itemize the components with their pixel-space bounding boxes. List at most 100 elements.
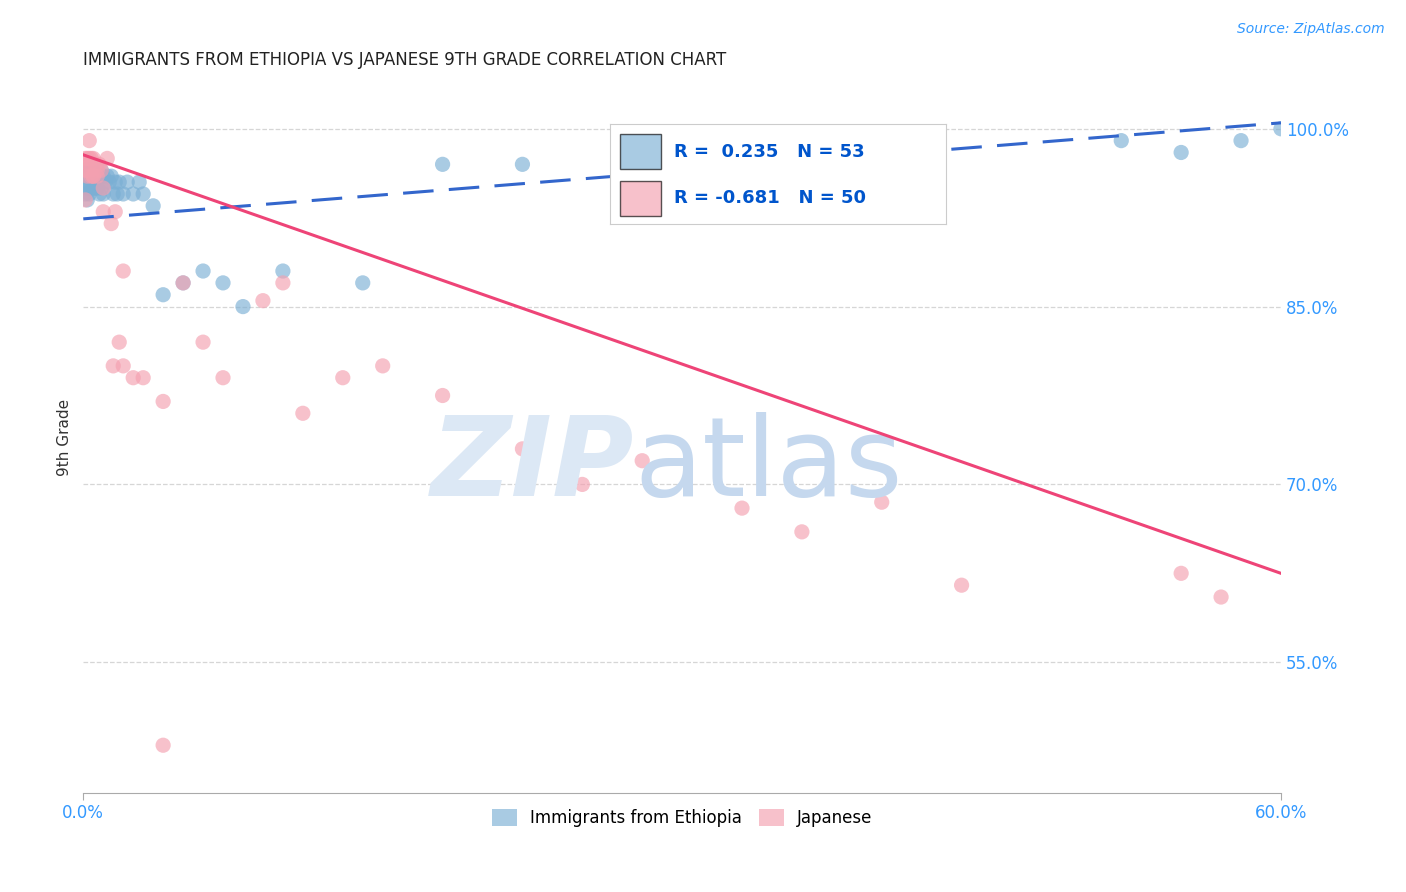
Point	[104, 175, 127, 189]
Point	[91, 204, 114, 219]
Point	[77, 163, 100, 178]
Point	[103, 359, 125, 373]
Point	[191, 264, 214, 278]
Text: IMMIGRANTS FROM ETHIOPIA VS JAPANESE 9TH GRADE CORRELATION CHART: IMMIGRANTS FROM ETHIOPIA VS JAPANESE 9TH…	[83, 51, 727, 69]
Point	[432, 157, 454, 171]
Point	[122, 186, 145, 201]
Point	[98, 175, 121, 189]
Point	[91, 181, 114, 195]
Legend: Immigrants from Ethiopia, Japanese: Immigrants from Ethiopia, Japanese	[485, 803, 879, 834]
Point	[75, 186, 97, 201]
Point	[512, 157, 534, 171]
Point	[252, 293, 274, 308]
Point	[82, 169, 104, 184]
Point	[96, 152, 118, 166]
Point	[132, 186, 155, 201]
Point	[105, 186, 128, 201]
Point	[89, 157, 111, 171]
Point	[84, 157, 107, 171]
Point	[332, 370, 354, 384]
Point	[86, 169, 108, 184]
Point	[94, 175, 117, 189]
Point	[77, 175, 100, 189]
Point	[82, 163, 104, 178]
Point	[80, 152, 103, 166]
Point	[432, 388, 454, 402]
Point	[152, 738, 174, 752]
Point	[75, 152, 97, 166]
Point	[80, 169, 103, 184]
Point	[1170, 566, 1192, 581]
Point	[371, 359, 394, 373]
Point	[82, 169, 104, 184]
Point	[1209, 590, 1232, 604]
Point	[91, 169, 114, 184]
Point	[86, 163, 108, 178]
Point	[75, 193, 97, 207]
Point	[100, 217, 122, 231]
Point	[1230, 134, 1253, 148]
Point	[172, 276, 194, 290]
Point	[75, 163, 97, 178]
Point	[212, 276, 235, 290]
Point	[152, 287, 174, 301]
Point	[112, 359, 135, 373]
Point	[108, 175, 131, 189]
Y-axis label: 9th Grade: 9th Grade	[58, 399, 72, 475]
Point	[75, 163, 97, 178]
Point	[631, 145, 654, 160]
Text: Source: ZipAtlas.com: Source: ZipAtlas.com	[1237, 22, 1385, 37]
Point	[152, 394, 174, 409]
Point	[89, 186, 111, 201]
Point	[90, 181, 112, 195]
Point	[77, 157, 100, 171]
Point	[84, 181, 107, 195]
Point	[1270, 121, 1292, 136]
Point	[911, 145, 934, 160]
Point	[76, 181, 98, 195]
Point	[76, 193, 98, 207]
Point	[90, 163, 112, 178]
Point	[89, 169, 111, 184]
Text: atlas: atlas	[634, 412, 903, 519]
Point	[108, 335, 131, 350]
Point	[76, 163, 98, 178]
Point	[112, 264, 135, 278]
Point	[96, 169, 118, 184]
Point	[571, 477, 593, 491]
Point	[90, 163, 112, 178]
Point	[77, 134, 100, 148]
Point	[82, 181, 104, 195]
Point	[75, 175, 97, 189]
Point	[76, 169, 98, 184]
Point	[271, 276, 294, 290]
Point	[86, 163, 108, 178]
Point	[132, 370, 155, 384]
Point	[731, 501, 754, 516]
Point	[80, 169, 103, 184]
Point	[870, 495, 893, 509]
Point	[103, 186, 125, 201]
Point	[91, 186, 114, 201]
Text: ZIP: ZIP	[430, 412, 634, 519]
Point	[76, 169, 98, 184]
Point	[790, 524, 813, 539]
Point	[84, 169, 107, 184]
Point	[172, 276, 194, 290]
Point	[115, 175, 138, 189]
Point	[122, 370, 145, 384]
Point	[77, 152, 100, 166]
Point	[1109, 134, 1132, 148]
Point	[631, 453, 654, 467]
Point	[512, 442, 534, 456]
Point	[77, 186, 100, 201]
Point	[86, 181, 108, 195]
Point	[950, 578, 973, 592]
Point	[80, 181, 103, 195]
Point	[291, 406, 314, 420]
Point	[232, 300, 254, 314]
Point	[82, 152, 104, 166]
Point	[191, 335, 214, 350]
Point	[76, 152, 98, 166]
Point	[770, 134, 793, 148]
